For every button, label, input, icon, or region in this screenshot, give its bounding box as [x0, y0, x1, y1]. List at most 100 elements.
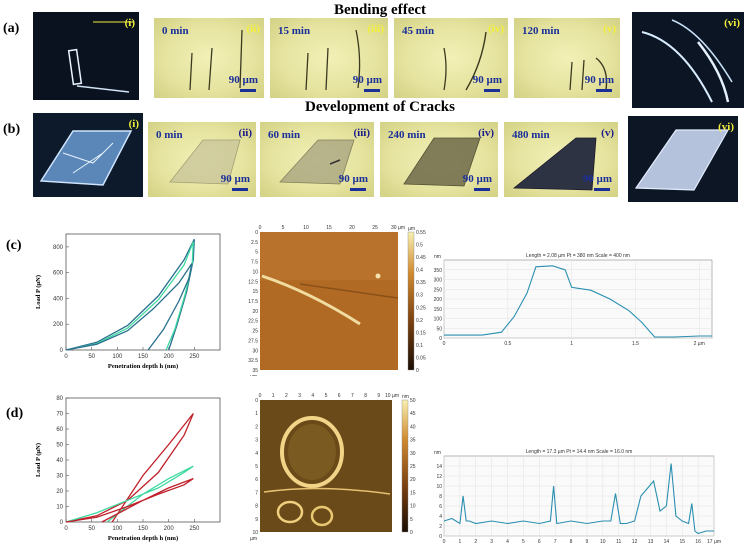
d-profile-xtick-label: 9 — [586, 539, 589, 545]
chart-c-load-depth: 0 50 100 150 200 250 0 200 400 600 800 Penetration … — [35, 233, 221, 370]
chart-c-afm-image: 0 5 10 15 20 25 30 µm 0 2.5 5 7.5 10 12.5 15 17.5 20 22.… — [248, 225, 426, 376]
d-profile-xtick-label: 17 µm — [707, 539, 721, 545]
scale-label-b-v: 90 µm — [582, 173, 612, 185]
d-afm-yaxis-label: µm — [250, 536, 257, 542]
panel-roman-a-i: (i) — [124, 17, 135, 29]
chart-d-height-profile: Length = 17.3 µm Pt = 14.4 nm Scale = 16… — [434, 449, 721, 545]
micrograph-b-ii: 0 min (ii) 90 µm — [148, 122, 256, 197]
d-load-ytick-label: 70 — [56, 412, 63, 418]
d-load-plot-frame — [65, 397, 221, 523]
d-afm-ytick-label: 4 — [255, 451, 258, 457]
d-profile-xtick-label: 0 — [443, 539, 446, 545]
c-afm-colorbar-label: 0 — [416, 368, 419, 374]
d-load-ytick-label: 30 — [56, 474, 63, 480]
d-load-ytick-label: 60 — [56, 427, 63, 433]
d-afm-xtick-label: 4 — [311, 393, 314, 399]
d-load-ytick-label: 20 — [56, 489, 63, 495]
d-profile-ytick-label: 14 — [436, 464, 442, 470]
d-load-xtick-label: 200 — [164, 526, 175, 532]
d-profile-xtick-label: 8 — [570, 539, 573, 545]
panel-roman-b-ii: (ii) — [238, 127, 252, 139]
scale-bar-a-ii — [240, 89, 256, 92]
c-load-yaxis-label: Load P (µN) — [35, 275, 42, 309]
c-load-xtick-label: 250 — [189, 354, 200, 360]
d-load-ytick-label: 10 — [56, 505, 63, 511]
c-profile-ytick-label: 200 — [434, 297, 443, 303]
c-afm-xtick-label: 5 — [282, 225, 285, 231]
panel-roman-b-v: (v) — [601, 127, 614, 139]
title-bending-effect: Bending effect — [333, 2, 427, 18]
d-load-xtick-label: 0 — [64, 526, 68, 532]
c-afm-heatmap-streak — [299, 283, 399, 299]
d-profile-ytick-label: 2 — [439, 524, 442, 530]
d-load-xtick-label: 150 — [138, 526, 149, 532]
c-load-series-line-1 — [65, 241, 194, 351]
c-profile-xtick-label: 1.5 — [632, 341, 639, 347]
d-afm-xtick-label: 6 — [338, 393, 341, 399]
c-afm-ytick-label: 20 — [252, 309, 258, 315]
micrograph-a-iii: 15 min (iii) 90 µm — [270, 18, 388, 98]
c-afm-colorbar — [407, 231, 415, 371]
d-afm-colorbar-label: 5 — [410, 517, 413, 523]
c-load-xtick-label: 200 — [164, 354, 175, 360]
c-profile-xtick-label: 1 — [570, 341, 573, 347]
d-profile-ytick-label: 12 — [436, 474, 442, 480]
scale-label-b-iv: 90 µm — [462, 173, 492, 185]
scale-label-a-v: 90 µm — [584, 74, 614, 86]
row-label-b: (b) — [3, 122, 21, 137]
c-afm-colorbar-label: 0.15 — [416, 330, 426, 336]
c-afm-colorbar-label: 0.1 — [416, 343, 423, 349]
d-afm-xtick-label: 10 µm — [385, 393, 399, 399]
c-afm-colorbar-label: 0.5 — [416, 243, 423, 249]
c-afm-ytick-label: 25 — [252, 329, 258, 335]
d-profile-title: Length = 17.3 µm Pt = 14.4 nm Scale = 16… — [526, 449, 633, 455]
chart-d-load-depth: 0 50 100 150 200 250 0 10 20 30 40 50 60 70 80 Penetrat… — [35, 396, 221, 542]
d-profile-xtick-label: 2 — [474, 539, 477, 545]
d-profile-ytick-label: 10 — [436, 484, 442, 490]
chart-d-afm-image: 0 1 2 3 4 5 6 7 8 9 10 µm012345678910µm50454035302… — [250, 393, 416, 542]
d-profile-ytick-label: 0 — [439, 534, 442, 540]
c-profile-ytick-label: 50 — [436, 326, 442, 332]
micrograph-a-ii: 0 min (ii) 90 µm — [154, 18, 264, 98]
c-load-ytick-label: 0 — [60, 348, 64, 354]
d-profile-xtick-label: 14 — [664, 539, 670, 545]
d-load-series-line-2 — [65, 477, 194, 523]
d-afm-xtick-label: 7 — [351, 393, 354, 399]
panel-roman-b-vi: (vi) — [718, 121, 734, 133]
c-afm-colorbar-label: 0.35 — [416, 280, 426, 286]
d-load-xtick-label: 50 — [88, 526, 95, 532]
c-afm-ytick-label: 27.5 — [248, 338, 258, 344]
d-afm-colorbar-unit: nm — [402, 394, 409, 400]
c-afm-ytick-label: 15 — [252, 289, 258, 295]
d-profile-xtick-label: 4 — [506, 539, 509, 545]
d-load-series-line-0 — [65, 413, 194, 523]
c-afm-ytick-label: 32.5 — [248, 358, 258, 364]
panel-roman-b-iv: (iv) — [478, 127, 494, 139]
c-load-xaxis-label: Penetration depth h (nm) — [108, 363, 178, 370]
d-afm-colorbar-label: 50 — [410, 398, 416, 404]
micrograph-b-iii: 60 min (iii) 90 µm — [260, 122, 374, 197]
d-afm-colorbar-label: 35 — [410, 438, 416, 444]
d-afm-xtick-label: 3 — [298, 393, 301, 399]
d-profile-xtick-label: 6 — [538, 539, 541, 545]
d-afm-heatmap-ring-inner — [288, 424, 336, 480]
c-load-ytick-label: 800 — [53, 245, 64, 251]
c-afm-ytick-label: 2.5 — [251, 240, 258, 246]
c-profile-series-line-0 — [444, 265, 712, 338]
d-load-ytick-label: 0 — [60, 520, 64, 526]
c-afm-xtick-label: 15 — [326, 225, 332, 231]
scale-label-a-ii: 90 µm — [228, 74, 258, 86]
c-profile-xtick-label: 0.5 — [504, 341, 511, 347]
c-afm-ytick-label: 30 — [252, 348, 258, 354]
c-load-ytick-label: 400 — [53, 296, 64, 302]
d-profile-xtick-label: 5 — [522, 539, 525, 545]
c-afm-colorbar-label: 0.4 — [416, 268, 423, 274]
c-profile-xtick-label: 2 µm — [694, 341, 705, 347]
c-afm-xtick-label: 25 — [372, 225, 378, 231]
scale-label-a-iii: 90 µm — [352, 74, 382, 86]
c-afm-ytick-label: 0 — [255, 230, 258, 236]
d-load-xtick-label: 250 — [189, 526, 200, 532]
d-afm-colorbar-label: 40 — [410, 424, 416, 430]
d-afm-colorbar — [401, 399, 409, 533]
c-profile-ytick-label: 150 — [434, 307, 443, 313]
